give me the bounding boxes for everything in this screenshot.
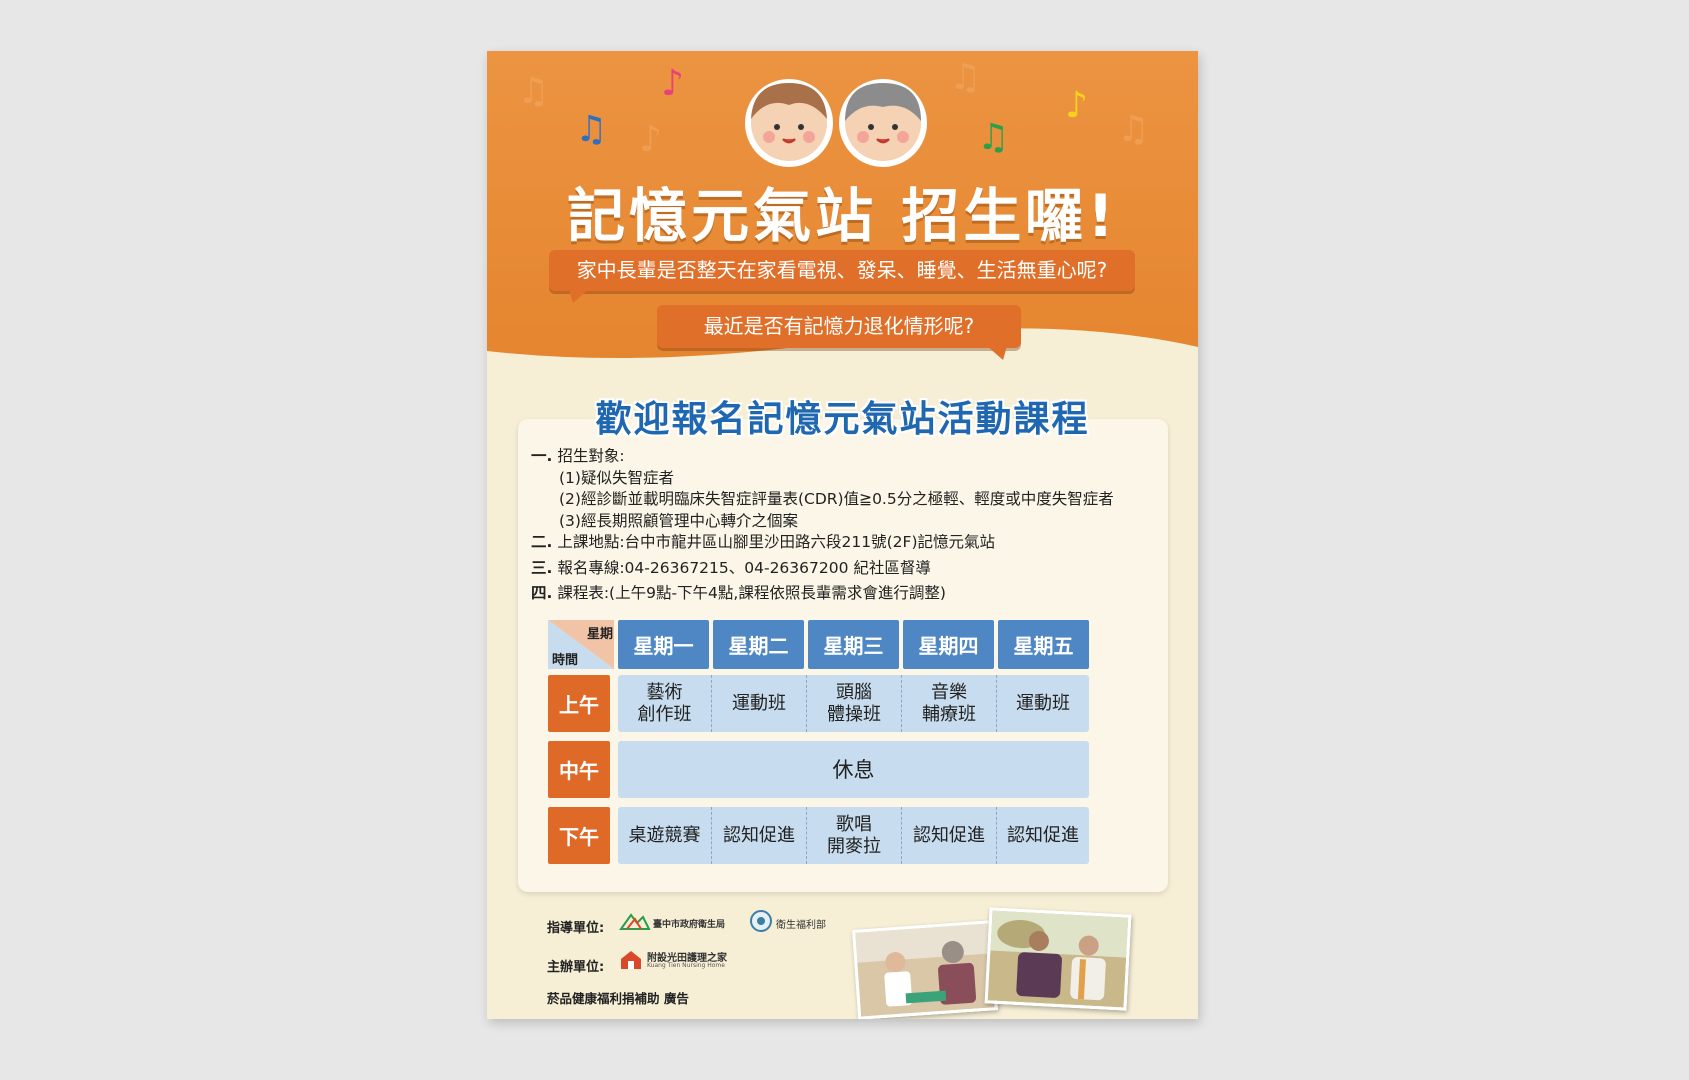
host-org-name: 附設光田護理之家 <box>647 953 727 964</box>
bubble-tail-icon <box>569 289 589 303</box>
schedule-corner-cell <box>548 620 614 669</box>
item-text: 報名專線:04-26367215、04-26367200 紀社區督導 <box>557 558 931 577</box>
photo-image <box>987 910 1129 1008</box>
day-header-wed: 星期三 <box>808 620 899 669</box>
afternoon-row-background <box>618 807 1089 864</box>
question-bubble-2: 最近是否有記憶力退化情形呢? <box>657 305 1021 348</box>
info-item-location: 二. 上課地點:台中市龍井區山腳里沙田路六段211號(2F)記憶元氣站 <box>531 532 1114 554</box>
svg-text:♫: ♫ <box>575 109 607 150</box>
music-notes-decoration: ♫ ♪ ♫ ♪ ♫ ♪ ♫ ♫ <box>517 57 1149 160</box>
time-label-noon: 中午 <box>548 741 610 798</box>
guide-org-mohw: 衛生福利部 <box>776 920 826 931</box>
svg-text:♫: ♫ <box>949 57 981 98</box>
info-sub-item: (2)經診斷並載明臨床失智症評量表(CDR)值≧0.5分之極輕、輕度或中度失智症… <box>559 490 1114 508</box>
bubble-tail-icon <box>987 346 1007 360</box>
day-header-thu: 星期四 <box>903 620 994 669</box>
item-number: 一. <box>531 447 553 465</box>
time-label-morning: 上午 <box>548 675 610 732</box>
svg-text:♪: ♪ <box>1065 85 1088 126</box>
info-sub-item: (3)經長期照顧管理中心轉介之個案 <box>559 511 798 530</box>
course-cell: 音樂 輔療班 <box>902 675 997 732</box>
poster: ♫ ♪ ♫ ♪ ♫ ♪ ♫ ♫ <box>487 51 1198 1019</box>
course-cell: 認知促進 <box>712 807 807 864</box>
grandma-face-icon <box>745 79 833 167</box>
course-cell: 認知促進 <box>902 807 997 864</box>
item-number: 三. <box>531 558 553 577</box>
course-cell: 歌唱 開麥拉 <box>807 807 902 864</box>
mohw-logo-icon <box>750 910 772 932</box>
info-item-target: 一. 招生對象: <box>531 446 1114 468</box>
item-text: 招生對象: <box>557 447 625 465</box>
svg-text:♪: ♪ <box>639 119 662 160</box>
question-bubble-1: 家中長輩是否整天在家看電視、發呆、睡覺、生活無重心呢? <box>549 250 1135 291</box>
course-cell: 運動班 <box>1016 692 1070 714</box>
time-label-afternoon: 下午 <box>548 807 610 864</box>
health-bureau-logo-icon <box>619 913 651 930</box>
info-item-phone: 三. 報名專線:04-26367215、04-26367200 紀社區督導 <box>531 558 1114 580</box>
grandpa-face-icon <box>839 79 927 167</box>
activity-photo-1 <box>852 920 998 1019</box>
course-heading: 歡迎報名記憶元氣站活動課程 <box>595 399 1090 440</box>
course-cell: 藝術 創作班 <box>618 675 712 732</box>
poster-title: 記憶元氣站 招生囉! <box>567 182 1118 250</box>
course-cell: 運動班 <box>712 675 807 732</box>
course-cell: 桌遊競賽 <box>618 807 712 864</box>
enrollment-info: 一. 招生對象: (1)疑似失智症者 (2)經診斷並載明臨床失智症評量表(CDR… <box>531 446 1114 605</box>
guide-org-health-bureau: 臺中市政府衛生局 <box>653 920 726 930</box>
music-note-icon: ♫ ♪ ♫ ♪ ♫ ♪ ♫ ♫ <box>517 57 1149 160</box>
day-header-tue: 星期二 <box>713 620 804 669</box>
rest-cell: 休息 <box>618 741 1089 798</box>
day-header-fri: 星期五 <box>998 620 1089 669</box>
item-number: 四. <box>531 584 553 602</box>
elderly-faces-illustration <box>745 79 927 167</box>
host-label: 主辦單位: <box>547 960 605 975</box>
corner-label-time: 時間 <box>552 653 579 668</box>
info-sub-item: (1)疑似失智症者 <box>559 468 674 487</box>
sponsor-note: 菸品健康福利捐補助 廣告 <box>547 991 689 1006</box>
course-cell: 認知促進 <box>1007 824 1079 846</box>
corner-label-day: 星期 <box>587 627 614 642</box>
nursing-home-logo-icon <box>621 951 641 969</box>
svg-text:♫: ♫ <box>1117 109 1149 150</box>
host-org-english: Kuang Tien Nursing Home <box>647 962 725 969</box>
svg-text:♪: ♪ <box>661 63 684 104</box>
svg-text:♫: ♫ <box>977 117 1009 158</box>
item-text: 上課地點:台中市龍井區山腳里沙田路六段211號(2F)記憶元氣站 <box>557 533 996 551</box>
item-number: 二. <box>531 533 553 551</box>
photo-image <box>855 923 995 1017</box>
info-item-schedule: 四. 課程表:(上午9點-下午4點,課程依照長輩需求會進行調整) <box>531 583 1114 605</box>
activity-photo-2 <box>984 907 1132 1011</box>
morning-row-background <box>618 675 1089 732</box>
svg-text:♫: ♫ <box>517 71 549 112</box>
guide-label: 指導單位: <box>547 921 605 936</box>
day-header-mon: 星期一 <box>618 620 709 669</box>
item-text: 課程表:(上午9點-下午4點,課程依照長輩需求會進行調整) <box>557 584 946 602</box>
course-cell: 頭腦 體操班 <box>807 675 902 732</box>
